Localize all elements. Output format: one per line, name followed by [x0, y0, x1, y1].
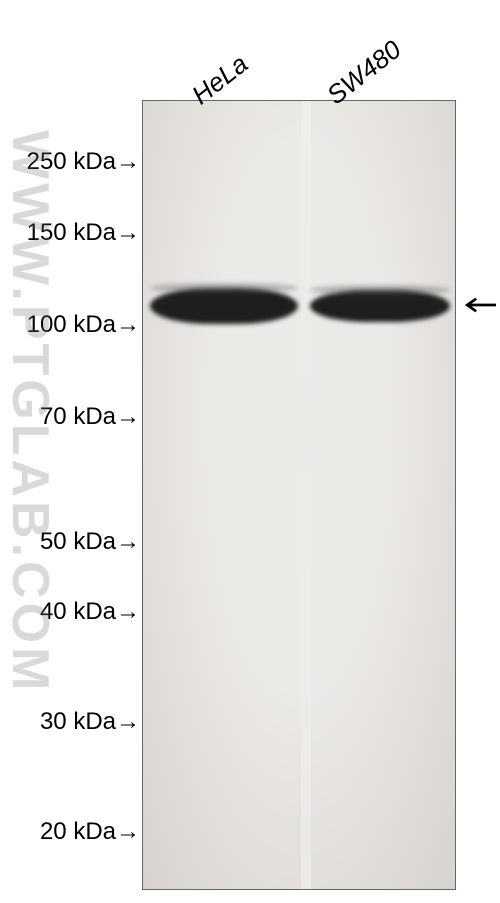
molecular-weight-label: 50 kDa→ [0, 528, 140, 556]
molecular-weight-label: 40 kDa→ [0, 598, 140, 626]
blot-membrane [142, 100, 456, 890]
protein-band [150, 288, 298, 324]
target-band-arrow-icon [460, 295, 496, 315]
molecular-weight-label: 20 kDa→ [0, 818, 140, 846]
molecular-weight-label: 150 kDa→ [0, 219, 140, 247]
figure-root: HeLaSW480 250 kDa→150 kDa→100 kDa→70 kDa… [0, 0, 500, 903]
molecular-weight-label: 250 kDa→ [0, 148, 140, 176]
molecular-weight-label: 70 kDa→ [0, 403, 140, 431]
band-shadow [150, 283, 298, 293]
molecular-weight-label: 100 kDa→ [0, 311, 140, 339]
lane-divider [301, 101, 311, 889]
molecular-weight-label: 30 kDa→ [0, 708, 140, 736]
blot-background [143, 101, 455, 889]
band-shadow [310, 285, 450, 295]
